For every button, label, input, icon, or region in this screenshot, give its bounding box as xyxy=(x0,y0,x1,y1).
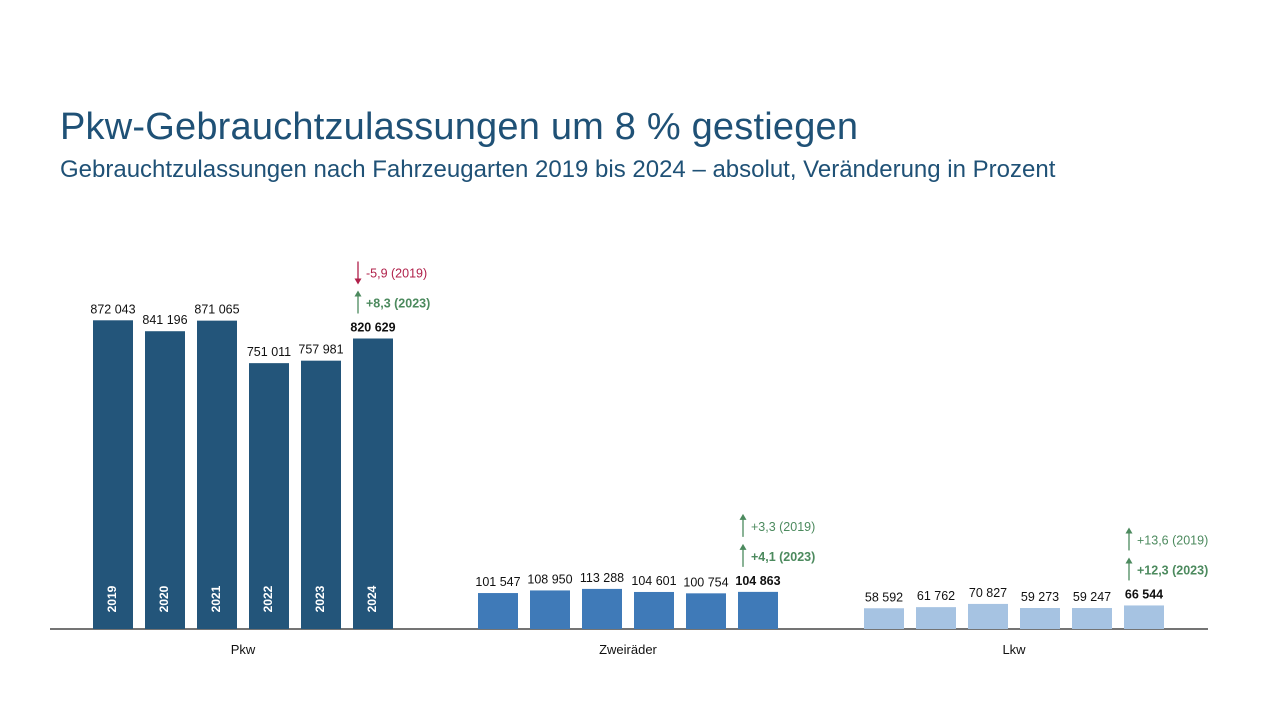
value-label-pkw-2019: 872 043 xyxy=(90,302,135,316)
bar-pkw-2020 xyxy=(145,331,185,629)
bar-lkw-2023 xyxy=(1072,608,1112,629)
year-label-2020: 2020 xyxy=(157,585,171,612)
category-label-pkw: Pkw xyxy=(231,642,256,657)
arrow-up-icon-head xyxy=(739,513,747,520)
bar-zweiraeder-2019 xyxy=(478,593,518,629)
value-label-zweiraeder-2021: 113 288 xyxy=(580,571,624,585)
value-label-lkw-2023: 59 247 xyxy=(1073,590,1111,604)
bar-lkw-2020 xyxy=(916,607,956,629)
bar-pkw-2024 xyxy=(353,338,393,629)
year-label-2021: 2021 xyxy=(209,585,223,612)
change-annotation-pkw-1: +8,3 (2023) xyxy=(366,296,430,310)
value-label-pkw-2023: 757 981 xyxy=(298,343,343,357)
category-label-lkw: Lkw xyxy=(1002,642,1026,657)
bar-lkw-2024 xyxy=(1124,605,1164,629)
value-label-lkw-2022: 59 273 xyxy=(1021,590,1059,604)
chart-title: Pkw-Gebrauchtzulassungen um 8 % gestiege… xyxy=(60,106,859,148)
arrow-up-icon-head xyxy=(354,290,362,297)
year-label-2023: 2023 xyxy=(313,585,327,612)
chart-subtitle: Gebrauchtzulassungen nach Fahrzeugarten … xyxy=(60,156,1056,183)
arrow-up-icon-head xyxy=(739,543,747,550)
year-label-2019: 2019 xyxy=(105,585,119,612)
bar-pkw-2019 xyxy=(93,320,133,629)
value-label-lkw-2020: 61 762 xyxy=(917,589,955,603)
bar-zweiraeder-2020 xyxy=(530,590,570,629)
value-label-pkw-2022: 751 011 xyxy=(247,345,291,359)
bar-lkw-2022 xyxy=(1020,608,1060,629)
change-annotation-pkw-0: -5,9 (2019) xyxy=(366,266,427,280)
value-label-lkw-2024: 66 544 xyxy=(1125,587,1163,601)
bar-zweiraeder-2021 xyxy=(582,588,622,629)
bar-pkw-2023 xyxy=(301,360,341,629)
arrow-up-icon-head xyxy=(1125,557,1133,564)
year-label-2024: 2024 xyxy=(365,585,379,612)
change-annotation-lkw-1: +12,3 (2023) xyxy=(1137,563,1208,577)
value-label-zweiraeder-2020: 108 950 xyxy=(527,572,572,586)
bar-lkw-2021 xyxy=(968,603,1008,629)
value-label-zweiraeder-2022: 104 601 xyxy=(631,574,676,588)
bar-zweiraeder-2022 xyxy=(634,591,674,629)
bar-lkw-2019 xyxy=(864,608,904,629)
value-label-lkw-2019: 58 592 xyxy=(865,590,903,604)
bar-zweiraeder-2023 xyxy=(686,593,726,629)
arrow-up-icon-head xyxy=(1125,527,1133,534)
bar-zweiraeder-2024 xyxy=(738,591,778,629)
category-label-zweiraeder: Zweiräder xyxy=(599,642,657,657)
value-label-pkw-2021: 871 065 xyxy=(194,303,239,317)
value-label-zweiraeder-2024: 104 863 xyxy=(735,574,780,588)
value-label-pkw-2020: 841 196 xyxy=(142,313,187,327)
value-label-zweiraeder-2019: 101 547 xyxy=(475,575,520,589)
value-label-lkw-2021: 70 827 xyxy=(969,586,1007,600)
change-annotation-zweiraeder-0: +3,3 (2019) xyxy=(751,520,815,534)
bar-pkw-2022 xyxy=(249,363,289,629)
change-annotation-zweiraeder-1: +4,1 (2023) xyxy=(751,550,815,564)
change-annotation-lkw-0: +13,6 (2019) xyxy=(1137,533,1208,547)
arrow-down-icon-head xyxy=(354,278,362,285)
year-label-2022: 2022 xyxy=(261,585,275,612)
bar-pkw-2021 xyxy=(197,320,237,629)
value-label-pkw-2024: 820 629 xyxy=(350,320,395,334)
value-label-zweiraeder-2023: 100 754 xyxy=(683,575,728,589)
